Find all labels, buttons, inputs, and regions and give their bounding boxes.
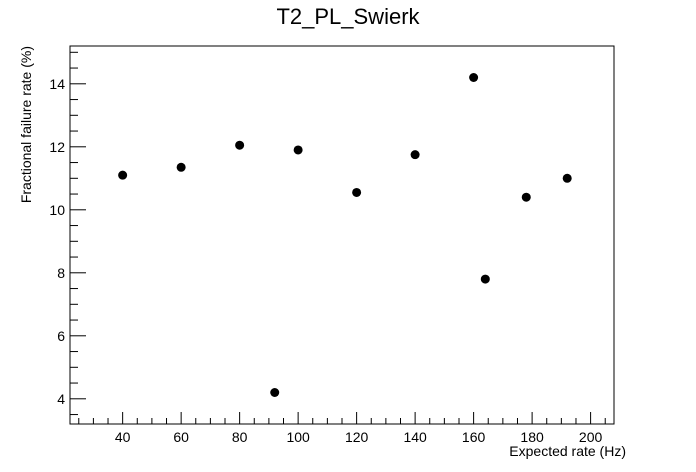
data-point	[118, 170, 128, 180]
data-point	[270, 388, 280, 397]
x-tick-label: 160	[462, 429, 486, 445]
data-point	[562, 173, 572, 183]
data-point	[176, 162, 186, 172]
data-point	[352, 187, 362, 197]
x-axis-ticks: 40 60 80 100 120 140 160 180 200	[78, 412, 606, 445]
x-tick-label: 100	[286, 429, 310, 445]
y-tick-label: 4	[57, 391, 65, 407]
data-points	[118, 73, 572, 397]
x-tick-label: 80	[232, 429, 248, 445]
x-tick-label: 40	[115, 429, 131, 445]
data-point	[410, 150, 420, 160]
data-point	[293, 145, 303, 155]
plot-frame	[69, 45, 615, 425]
x-axis-label: Expected rate (Hz)	[509, 443, 626, 459]
y-tick-label: 12	[49, 139, 65, 155]
y-axis-ticks: 4 6 8 10 12 14	[49, 51, 86, 416]
y-tick-label: 10	[49, 202, 65, 218]
data-point	[521, 192, 531, 202]
data-point	[469, 73, 479, 82]
chart-title: T2_PL_Swierk	[276, 4, 420, 29]
x-tick-label: 180	[520, 429, 544, 445]
x-tick-label: 60	[173, 429, 189, 445]
data-point	[235, 140, 245, 150]
x-tick-label: 120	[345, 429, 369, 445]
x-tick-label: 200	[579, 429, 603, 445]
data-point	[480, 274, 490, 284]
y-tick-label: 14	[49, 76, 65, 92]
x-tick-label: 140	[403, 429, 427, 445]
y-tick-label: 6	[57, 328, 65, 344]
y-tick-label: 8	[57, 265, 65, 281]
y-axis-label: Fractional failure rate (%)	[18, 46, 34, 203]
